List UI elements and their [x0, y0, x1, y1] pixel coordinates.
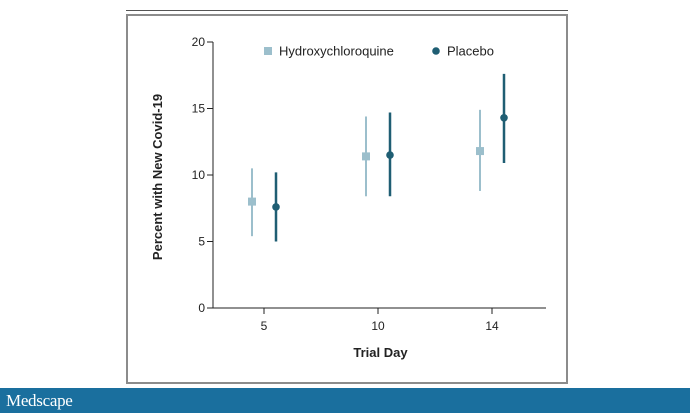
x-axis-title: Trial Day [353, 345, 408, 360]
chart: 0 5 10 15 20 5 10 14 Trial Day Percent with New C… [150, 35, 546, 360]
y-axis-title: Percent with New Covid-19 [150, 94, 165, 260]
y-tick-label: 15 [192, 102, 206, 116]
footer-bar: Medscape [0, 388, 690, 413]
data-point-square [476, 147, 484, 156]
y-tick-label: 10 [192, 168, 206, 182]
x-tick-label: 14 [485, 319, 499, 333]
x-tick-label: 5 [261, 319, 268, 333]
legend-label: Hydroxychloroquine [279, 44, 394, 59]
top-rule [126, 10, 568, 11]
legend-swatch-circle [432, 47, 440, 55]
data-point-square [248, 197, 256, 206]
medscape-logo: Medscape [6, 391, 73, 410]
data-point-circle [500, 114, 508, 122]
data-point-square [362, 152, 370, 161]
data-point-circle [386, 151, 394, 159]
y-tick-label: 20 [192, 35, 206, 49]
legend-swatch-square [264, 47, 272, 55]
x-tick-label: 10 [371, 319, 385, 333]
chart-frame [126, 14, 568, 384]
y-tick-label: 0 [198, 301, 205, 315]
data-point-circle [272, 203, 280, 211]
legend-label: Placebo [447, 44, 494, 59]
y-tick-label: 5 [198, 235, 205, 249]
